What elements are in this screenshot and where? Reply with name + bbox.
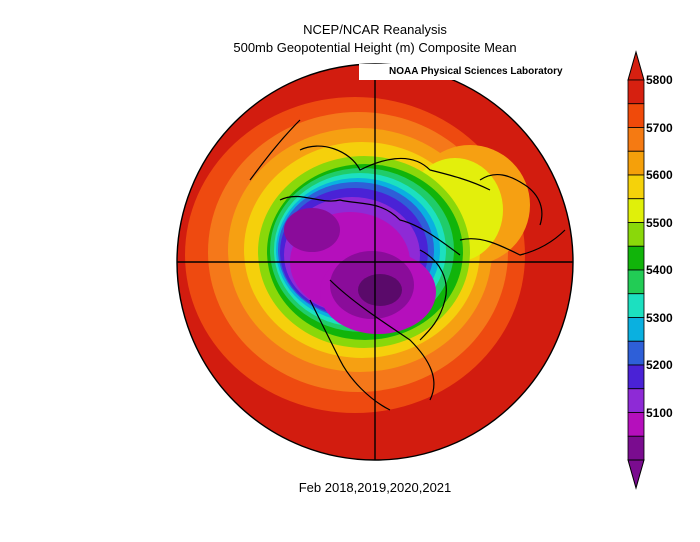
- colorbar-swatch: [627, 198, 645, 223]
- colorbar-swatch: [627, 174, 645, 200]
- title-line-1: NCEP/NCAR Reanalysis: [303, 22, 447, 37]
- colorbar-tick-label: 5800: [646, 73, 673, 87]
- credit-label: NOAA Physical Sciences Laboratory: [359, 64, 581, 80]
- colorbar-swatch: [627, 150, 645, 176]
- colorbar-swatch: [627, 269, 645, 295]
- colorbar-max-arrow: [627, 50, 645, 81]
- colorbar-tick-label: 5200: [646, 358, 673, 372]
- contour-5050: [358, 274, 402, 306]
- colorbar-swatch: [627, 245, 645, 271]
- siberia-low: [284, 208, 340, 252]
- colorbar-swatch: [627, 127, 645, 152]
- colorbar-tick-label: 5300: [646, 310, 673, 325]
- colorbar-swatch: [627, 79, 645, 105]
- footer-date: Feb 2018,2019,2020,2021: [298, 480, 452, 495]
- colorbar-swatch: [627, 412, 645, 437]
- colorbar-swatch: [627, 388, 645, 413]
- colorbar-swatch: [627, 435, 645, 461]
- colorbar-swatch: [627, 293, 645, 318]
- colorbar-tick-label: 5400: [646, 263, 673, 277]
- colorbar-swatch: [627, 364, 645, 390]
- colorbar-swatch: [627, 103, 645, 128]
- colorbar-min-arrow: [627, 459, 645, 490]
- colorbar: [627, 50, 645, 490]
- coastlines: [249, 119, 566, 411]
- colorbar-swatch: [627, 317, 645, 342]
- title-line-2: 500mb Geopotential Height (m) Composite …: [233, 40, 517, 55]
- colorbar-tick-label: 5600: [646, 168, 673, 182]
- colorbar-tick-label: 5100: [646, 405, 673, 420]
- colorbar-swatch: [627, 222, 645, 247]
- colorbar-swatch: [627, 340, 645, 366]
- colorbar-tick-label: 5500: [646, 215, 673, 230]
- colorbar-tick-label: 5700: [646, 120, 673, 135]
